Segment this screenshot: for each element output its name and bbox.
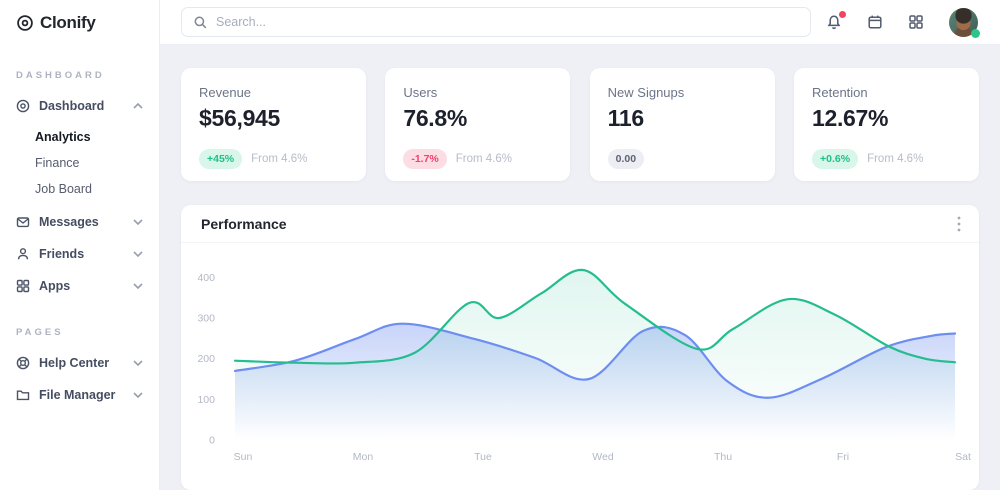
stat-badge: +0.6% bbox=[811, 149, 859, 169]
main-area: Revenue $56,945 +45% From 4.6% Users 76.… bbox=[160, 0, 1000, 490]
y-axis-tick-label: 200 bbox=[197, 353, 215, 365]
sidebar-item-label: Messages bbox=[39, 215, 99, 229]
chevron-down-icon bbox=[133, 392, 143, 398]
x-axis-tick-label: Fri bbox=[837, 451, 849, 463]
stat-badge: -1.7% bbox=[403, 149, 447, 169]
x-axis-tick-label: Sat bbox=[955, 451, 971, 463]
grid-icon bbox=[16, 279, 30, 293]
sidebar-item-label: Apps bbox=[39, 279, 71, 293]
x-axis-tick-label: Thu bbox=[714, 451, 732, 463]
sidebar-item-apps[interactable]: Apps bbox=[0, 270, 159, 302]
stat-value: 76.8% bbox=[403, 105, 468, 131]
x-axis-tick-label: Sun bbox=[234, 451, 253, 463]
brand-logo: Clonify bbox=[0, 0, 159, 45]
stat-badge: +45% bbox=[199, 149, 243, 169]
stat-title: Users bbox=[403, 85, 438, 100]
stat-title: Revenue bbox=[199, 85, 252, 100]
apps-grid-icon bbox=[909, 15, 923, 29]
chevron-down-icon bbox=[133, 360, 143, 366]
sidebar-item-label: Dashboard bbox=[39, 99, 105, 113]
y-axis-tick-label: 300 bbox=[197, 313, 215, 325]
search-icon bbox=[194, 16, 207, 28]
clonify-logo-icon bbox=[17, 15, 33, 31]
status-dot bbox=[971, 28, 980, 38]
sidebar-item-help-center[interactable]: Help Center bbox=[0, 347, 159, 379]
topbar bbox=[160, 0, 1000, 45]
notifications-button[interactable] bbox=[826, 10, 846, 31]
stat-card-new-signups: New Signups 116 0.00 bbox=[589, 68, 775, 181]
performance-panel-header: Performance bbox=[181, 205, 979, 243]
brand-name: Clonify bbox=[40, 13, 96, 32]
sidebar-subitem-finance[interactable]: Finance bbox=[35, 156, 80, 170]
topbar-actions bbox=[826, 7, 980, 38]
user-icon bbox=[17, 248, 29, 260]
chevron-down-icon bbox=[133, 219, 143, 225]
stat-title: New Signups bbox=[607, 85, 685, 100]
chevron-down-icon bbox=[133, 283, 143, 289]
sidebar-item-dashboard[interactable]: Dashboard bbox=[0, 90, 159, 122]
bell-icon bbox=[827, 15, 841, 29]
x-axis-tick-label: Wed bbox=[592, 451, 614, 463]
stat-card-users: Users 76.8% -1.7% From 4.6% bbox=[385, 68, 571, 181]
panel-title: Performance bbox=[201, 215, 287, 232]
sidebar-item-label: File Manager bbox=[39, 388, 116, 402]
stats-row: Revenue $56,945 +45% From 4.6% Users 76.… bbox=[181, 68, 979, 181]
stat-value: 116 bbox=[607, 105, 645, 131]
sidebar-subitem-analytics[interactable]: Analytics bbox=[35, 130, 91, 144]
y-axis-tick-label: 100 bbox=[197, 394, 215, 406]
sidebar-item-label: Friends bbox=[39, 247, 85, 261]
y-axis-tick-label: 0 bbox=[209, 435, 215, 447]
stat-note: From 4.6% bbox=[455, 153, 513, 165]
stat-note: From 4.6% bbox=[867, 153, 924, 165]
section-label-dashboard: DASHBOARD bbox=[16, 70, 105, 81]
chevron-up-icon bbox=[133, 103, 143, 109]
lifebuoy-icon bbox=[16, 356, 30, 370]
stat-badge: 0.00 bbox=[607, 149, 645, 169]
sidebar-item-file-manager[interactable]: File Manager bbox=[0, 379, 159, 411]
stat-card-retention: Retention 12.67% +0.6% From 4.6% bbox=[793, 68, 979, 181]
section-label-pages: PAGES bbox=[16, 327, 64, 338]
calendar-icon bbox=[868, 15, 882, 29]
panel-menu-button[interactable] bbox=[957, 216, 961, 232]
stat-title: Retention bbox=[811, 85, 868, 100]
mail-icon bbox=[16, 217, 30, 228]
y-axis-tick-label: 400 bbox=[197, 272, 215, 284]
content: Revenue $56,945 +45% From 4.6% Users 76.… bbox=[160, 45, 1000, 490]
dashboard-icon bbox=[16, 99, 30, 113]
sidebar: Clonify DASHBOARD Dashboard Analytics Fi… bbox=[0, 0, 160, 490]
x-axis-tick-label: Tue bbox=[474, 451, 492, 463]
stat-card-revenue: Revenue $56,945 +45% From 4.6% bbox=[181, 68, 366, 181]
performance-panel: Performance 0 100 200 300 400 Sun Mon Tue Wed Thu… bbox=[181, 205, 979, 490]
sidebar-item-label: Help Center bbox=[39, 356, 110, 370]
search-box[interactable] bbox=[181, 7, 811, 37]
notification-dot bbox=[839, 10, 846, 18]
search-input[interactable] bbox=[216, 15, 798, 29]
x-axis-tick-label: Mon bbox=[353, 451, 374, 463]
folder-icon bbox=[16, 390, 30, 401]
calendar-button[interactable] bbox=[867, 14, 883, 30]
stat-value: 12.67% bbox=[811, 105, 889, 131]
sidebar-item-messages[interactable]: Messages bbox=[0, 206, 159, 238]
series-blue-line bbox=[233, 322, 957, 399]
sidebar-item-friends[interactable]: Friends bbox=[0, 238, 159, 270]
series-green-line bbox=[233, 268, 957, 365]
avatar[interactable] bbox=[949, 7, 980, 38]
apps-launcher-button[interactable] bbox=[908, 14, 924, 30]
dashboard-submenu: Analytics Finance Job Board bbox=[0, 122, 159, 206]
sidebar-subitem-job-board[interactable]: Job Board bbox=[35, 182, 92, 196]
chevron-down-icon bbox=[133, 251, 143, 257]
stat-value: $56,945 bbox=[199, 105, 281, 131]
performance-chart: 0 100 200 300 400 Sun Mon Tue Wed Thu Fri Sat bbox=[197, 268, 971, 463]
kebab-menu-icon bbox=[957, 216, 961, 231]
stat-note: From 4.6% bbox=[251, 153, 308, 165]
